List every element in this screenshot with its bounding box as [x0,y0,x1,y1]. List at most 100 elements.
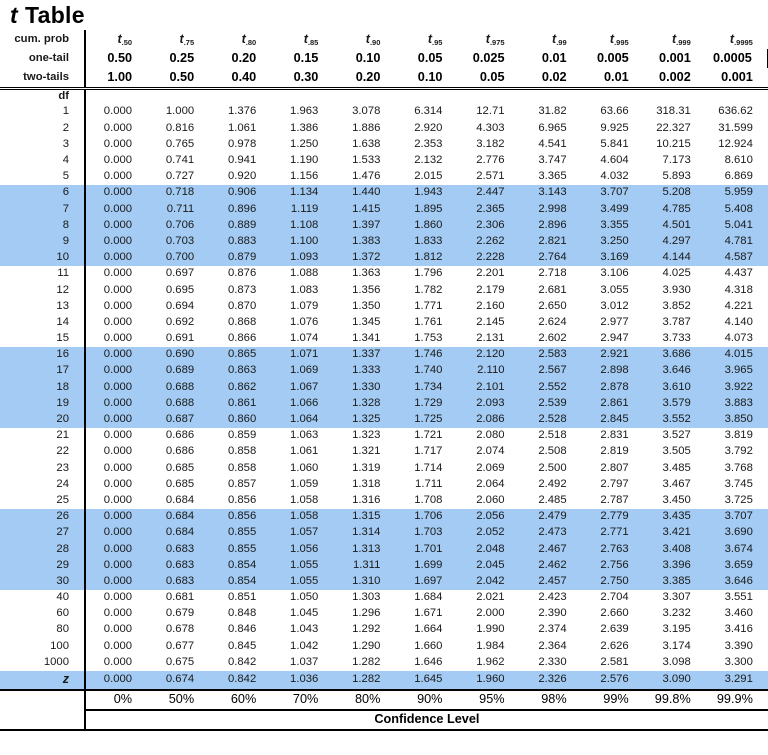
title-t-symbol: t [10,2,18,28]
t-value: 2.462 [519,557,582,574]
t-value: 3.792 [724,445,753,458]
t-value: 1.746 [395,346,458,363]
t-value: 1.684 [414,591,443,604]
t-value: 0.848 [227,607,257,620]
t-value: 1.646 [414,655,443,668]
header-row-one-tail: one-tail 0.50 0.25 0.20 0.15 0.10 0.05 0.025 0.0… [0,49,768,68]
df-value: 7 [0,201,86,218]
t-value: 5.408 [705,201,768,218]
t-value: 2.508 [538,445,567,458]
t-value: 0.684 [147,524,210,542]
t-value: 0.000 [103,299,133,312]
df-value: 27 [0,524,86,542]
t-value: 1.066 [271,395,334,412]
z-value: 0.842 [209,670,272,691]
col-header-t: t.75 [147,30,209,49]
t-value: 0.000 [103,170,133,183]
t-value: 1.440 [333,184,396,202]
t-value: 0.000 [103,154,133,166]
t-value: 2.624 [538,315,567,328]
t-value: 0.000 [85,573,148,590]
df-value: 26 [0,508,86,525]
confidence-percent-value: 99.8% [643,689,706,711]
t-value: 2.831 [600,429,629,442]
t-value: 0.857 [227,477,257,490]
t-value: 0.883 [209,233,272,250]
t-value: 0.706 [147,217,210,234]
t-value: 31.82 [538,105,567,118]
t-value: 0.000 [103,429,133,442]
t-value: 1.042 [290,639,319,652]
t-value: 2.681 [538,283,567,296]
t-value: 0.695 [165,283,195,296]
t-value: 1.043 [290,623,319,636]
t-value: 3.579 [643,395,706,412]
t-value: 2.447 [457,184,520,202]
t-value: 2.977 [600,315,629,328]
df-value: 10 [0,249,86,266]
t-value: 2.583 [519,346,582,363]
table-row-df-1: 1 0.000 1.000 1.376 1.963 3.078 6.314 12.71 31.8… [0,104,768,121]
t-value: 3.460 [724,607,753,620]
t-value: 3.787 [662,315,691,328]
t-value: 0.683 [147,541,210,558]
t-value: 3.390 [724,639,753,652]
t-value: 31.599 [718,121,753,134]
t-value: 0.685 [165,477,195,490]
t-value: 1.717 [414,445,443,458]
t-value: 1.701 [395,541,458,558]
t-value: 0.868 [227,315,257,328]
t-value: 1.386 [290,121,319,134]
empty-cell [582,89,644,105]
t-value: 1.061 [227,121,257,134]
t-value: 3.174 [662,639,691,652]
t-value: 3.307 [662,591,691,604]
table-row-df-29: 29 0.000 0.683 0.854 1.055 1.311 1.699 2.045 2.4… [0,557,768,574]
t-value: 2.861 [581,395,644,412]
t-symbol: t [179,31,184,46]
t-value: 5.841 [600,137,629,150]
t-value: 2.552 [519,379,582,396]
table-row-df-26: 26 0.000 0.684 0.856 1.058 1.315 1.706 2.056 2.4… [0,508,768,525]
t-value: 1.296 [352,607,381,620]
t-value: 0.692 [165,315,195,328]
t-value: 1.660 [414,639,443,652]
t-value: 2.093 [457,395,520,412]
t-value: 1.671 [414,607,443,620]
t-value: 2.878 [581,379,644,396]
t-value: 1.314 [333,524,396,542]
t-value: 2.898 [581,363,644,380]
t-symbol: t [365,31,370,46]
df-value: 23 [0,460,86,477]
two-tails-value: 0.002 [643,68,706,90]
df-value: 5 [0,168,86,185]
two-tails-value: 0.50 [147,68,210,90]
confidence-percent-value: 60% [209,689,272,711]
t-value: 0.000 [103,105,133,118]
df-value: 28 [0,541,86,558]
t-value: 0.684 [147,508,210,525]
t-value: 2.718 [538,267,567,280]
t-value: 0.000 [85,233,148,250]
t-value: 3.385 [643,573,706,590]
one-tail-value: 0.20 [231,51,257,66]
t-value: 0.000 [103,591,133,604]
t-value: 1.533 [352,154,381,166]
two-tails-value: 0.05 [457,68,520,90]
t-value: 2.457 [519,573,582,590]
t-value: 3.499 [581,201,644,218]
t-value: 2.602 [538,332,567,345]
t-value: 2.306 [457,217,520,234]
t-value: 1.056 [271,541,334,558]
t-value: 1.333 [333,363,396,380]
t-value: 1.341 [352,332,381,345]
t-value: 1.697 [395,573,458,590]
df-value: 19 [0,395,86,412]
t-value: 1.093 [271,249,334,266]
t-value: 1.083 [290,283,319,296]
empty-cell [706,89,768,105]
t-value: 0.978 [227,137,257,150]
two-tails-value: 0.40 [209,68,272,90]
t-value: 4.025 [662,267,691,280]
t-subscript: .85 [307,37,319,47]
